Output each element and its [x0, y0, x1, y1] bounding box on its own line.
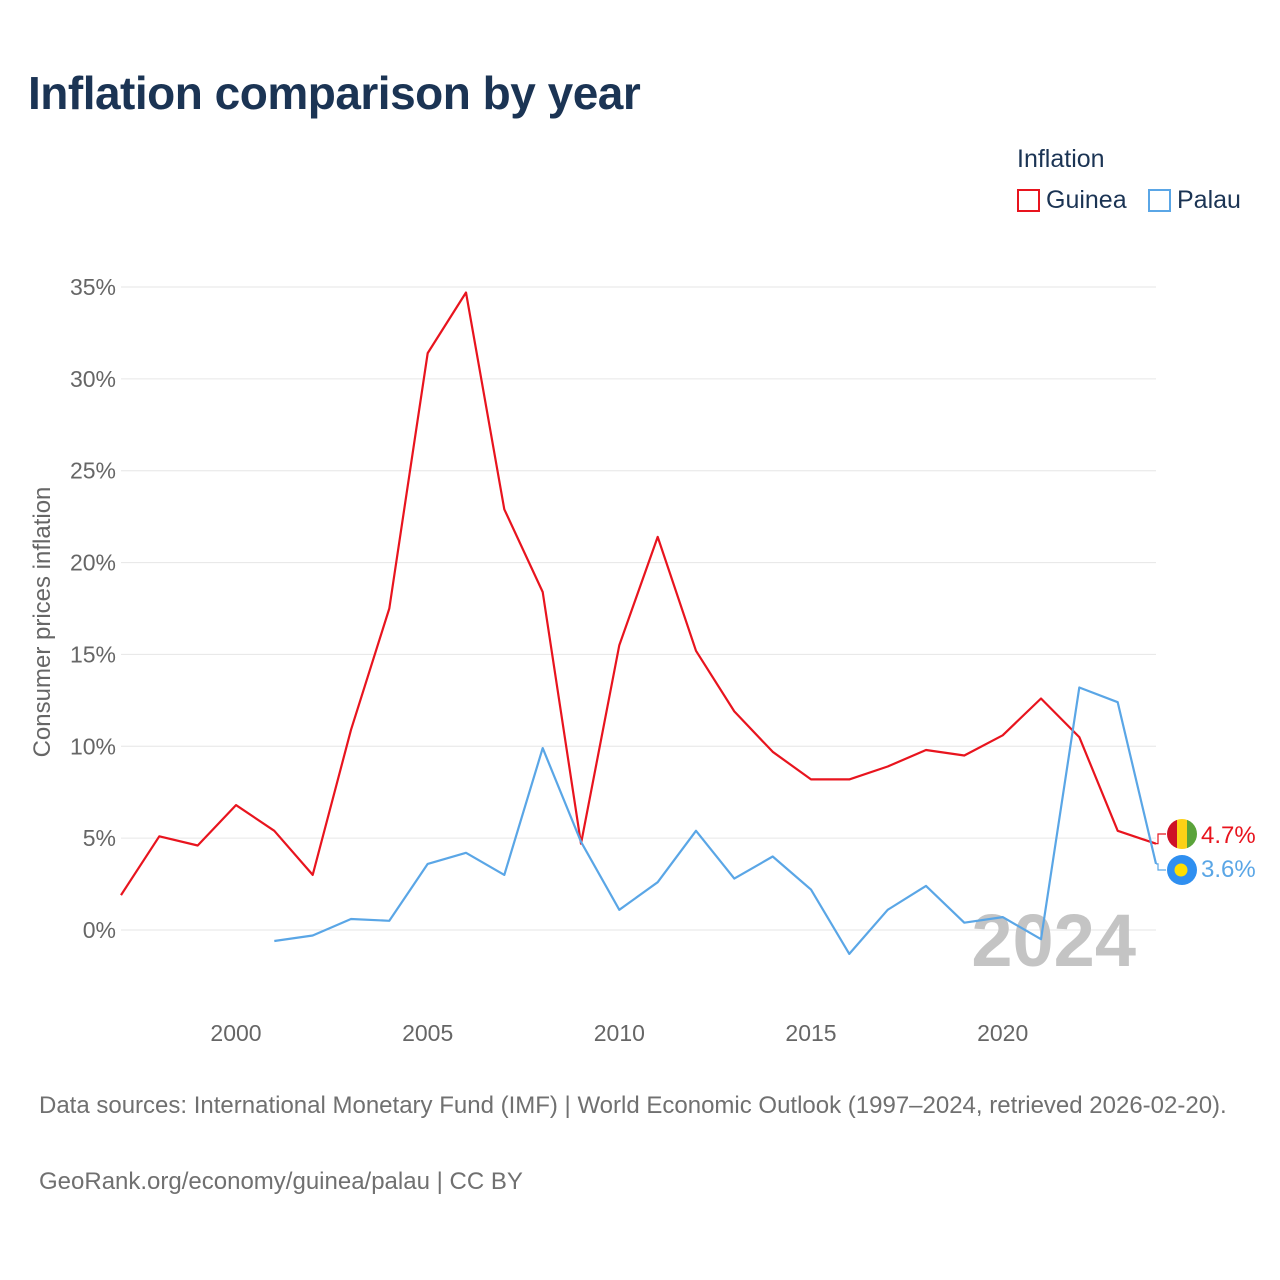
year-watermark: 2024 — [971, 899, 1136, 982]
legend-item-guinea[interactable]: Guinea — [1017, 186, 1127, 215]
chart-title: Inflation comparison by year — [28, 67, 641, 119]
legend-label-guinea: Guinea — [1046, 186, 1127, 214]
legend-swatch-palau — [1148, 189, 1171, 212]
connector-palau — [1156, 863, 1166, 871]
y-tick-label: 35% — [70, 274, 116, 300]
y-tick-label: 10% — [70, 733, 116, 759]
credit-text: GeoRank.org/economy/guinea/palau | CC BY — [39, 1168, 523, 1195]
x-tick-label: 2005 — [402, 1020, 453, 1046]
series-line-palau[interactable] — [274, 686, 1158, 956]
end-label-guinea: 4.7% — [1201, 822, 1256, 849]
legend-swatch-guinea — [1017, 189, 1040, 212]
connector-guinea — [1156, 833, 1166, 845]
x-tick-label: 2015 — [785, 1020, 836, 1046]
legend-item-palau[interactable]: Palau — [1148, 186, 1241, 215]
line-chart: 0% 5% 10% 15% 20% 25% 30% 35% 2000 2005 2010 2015 2… — [70, 274, 1256, 1046]
end-label-palau: 3.6% — [1201, 856, 1256, 883]
y-tick-label: 25% — [70, 458, 116, 484]
y-tick-label: 30% — [70, 366, 116, 392]
y-tick-label: 5% — [83, 825, 116, 851]
source-text: Data sources: International Monetary Fun… — [39, 1092, 1227, 1119]
legend-label-palau: Palau — [1177, 186, 1241, 214]
y-tick-label: 0% — [83, 917, 116, 943]
y-tick-label: 20% — [70, 550, 116, 576]
y-tick-label: 15% — [70, 641, 116, 667]
x-tick-label: 2020 — [977, 1020, 1028, 1046]
guinea-flag-icon — [1167, 819, 1197, 849]
series-line-guinea[interactable] — [120, 291, 1157, 896]
x-tick-label: 2000 — [210, 1020, 261, 1046]
x-tick-label: 2010 — [594, 1020, 645, 1046]
legend-title: Inflation — [1017, 145, 1105, 173]
palau-flag-icon — [1167, 855, 1197, 885]
